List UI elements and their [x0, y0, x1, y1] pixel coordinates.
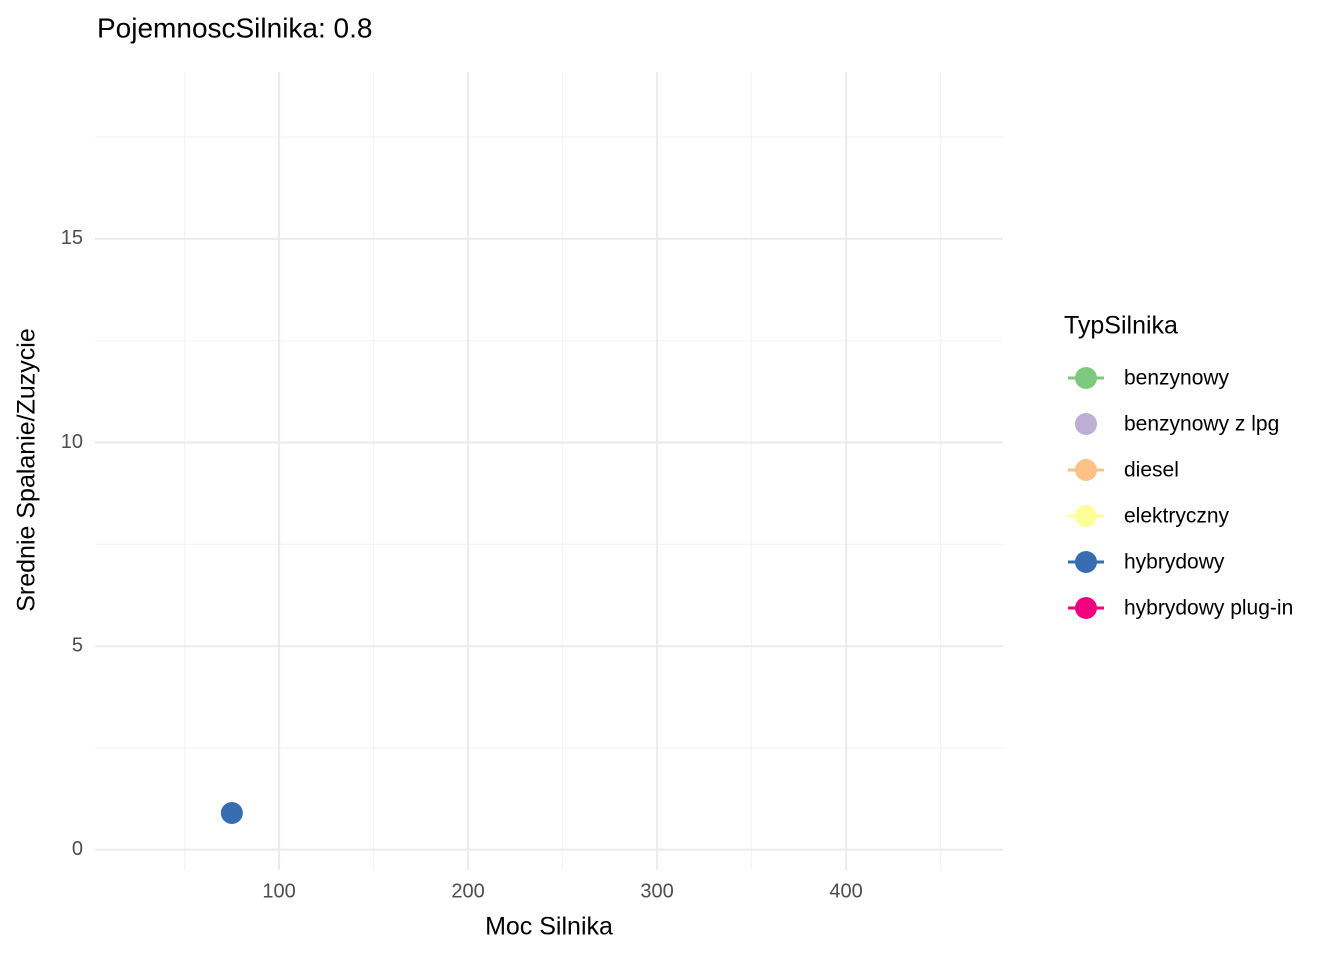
x-tick-label: 300: [640, 880, 673, 902]
x-axis-label: Moc Silnika: [485, 913, 613, 941]
y-tick-label: 10: [61, 431, 83, 453]
legend-label: diesel: [1124, 459, 1179, 482]
legend-label: hybrydowy: [1124, 551, 1225, 574]
y-tick-label: 5: [72, 634, 83, 656]
legend-label: elektryczny: [1124, 505, 1230, 528]
y-tick-label: 15: [61, 227, 83, 249]
legend-key: [1075, 597, 1097, 619]
legend-label: benzynowy z lpg: [1124, 413, 1279, 436]
legend-key: [1075, 551, 1097, 573]
x-tick-label: 200: [451, 880, 484, 902]
legend-key: [1075, 413, 1097, 435]
legend-label: benzynowy: [1124, 367, 1230, 390]
legend-label: hybrydowy plug-in: [1124, 597, 1293, 620]
legend-key: [1075, 459, 1097, 481]
y-tick-label: 0: [72, 838, 83, 860]
chart-title: PojemnoscSilnika: 0.8: [97, 12, 372, 43]
point: [220, 802, 243, 824]
legend-key: [1075, 367, 1097, 389]
y-axis-label: Srednie Spalanie/Zuzycie: [13, 328, 41, 612]
legend-title: TypSilnika: [1064, 312, 1178, 340]
x-tick-label: 400: [829, 880, 862, 902]
legend-key: [1075, 505, 1097, 527]
x-tick-label: 100: [262, 880, 295, 902]
